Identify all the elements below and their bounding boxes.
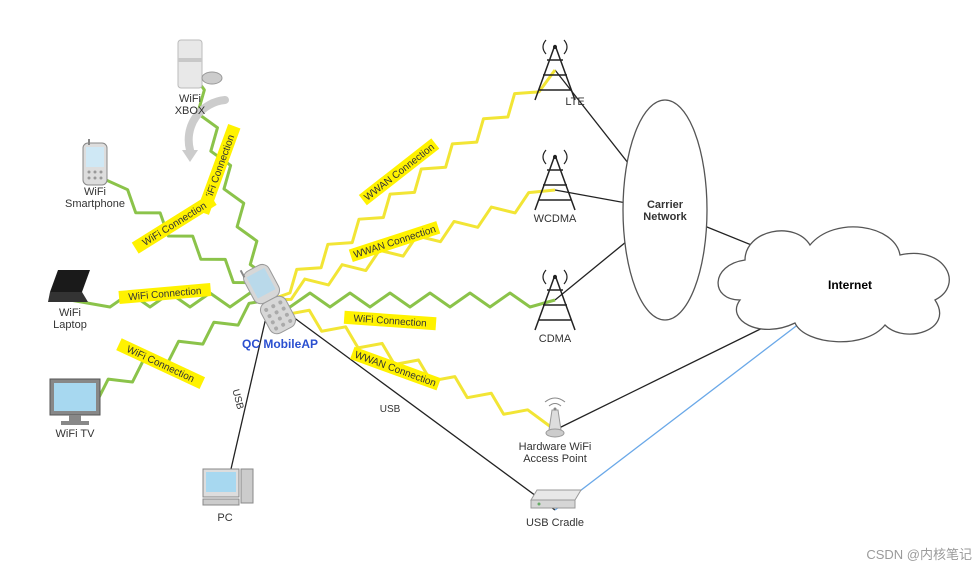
label-wcdma: WCDMA	[534, 213, 577, 225]
edge-label: WiFi Connection	[132, 194, 217, 254]
edge	[270, 300, 555, 510]
label-lte: LTE	[565, 96, 584, 108]
label-usb-cradle: USB Cradle	[526, 517, 584, 529]
pc-icon	[203, 469, 253, 505]
edge-label: WiFi Connection	[344, 311, 437, 330]
laptop-icon	[48, 270, 90, 302]
watermark: CSDN @内核笔记	[866, 544, 972, 563]
label-pc: PC	[217, 512, 232, 524]
label-hw-wifi-ap: Hardware WiFiAccess Point	[519, 441, 592, 465]
label-cdma: CDMA	[539, 333, 572, 345]
svg-text:USB: USB	[380, 404, 401, 415]
edge-label: WWAN Connection	[359, 138, 440, 205]
cell-tower-icon	[535, 150, 575, 210]
edge-label: WWAN Connection	[349, 221, 441, 262]
svg-text:WiFi Connection: WiFi Connection	[128, 286, 202, 303]
label-qc-mobileap: QC MobileAP	[242, 337, 318, 351]
svg-text:USB: USB	[229, 388, 245, 411]
label-wifi-tv: WiFi TV	[56, 428, 96, 440]
label-carrier-network: CarrierNetwork	[643, 199, 687, 223]
xbox-icon	[178, 40, 222, 88]
smartphone-icon	[83, 139, 107, 185]
label-internet: Internet	[828, 278, 872, 292]
mobile-ap-icon	[239, 258, 298, 336]
wifi-ap-icon	[545, 398, 565, 437]
label-wifi-laptop: WiFiLaptop	[53, 307, 87, 331]
monitor-icon	[50, 379, 100, 425]
network-diagram: USB USB WiFi Connection WiFi Connection WiFi…	[0, 0, 980, 569]
svg-text:WiFi Connection: WiFi Connection	[141, 200, 209, 248]
usb-cradle-icon	[531, 490, 581, 508]
label-wifi-smartphone: WiFiSmartphone	[65, 186, 125, 210]
